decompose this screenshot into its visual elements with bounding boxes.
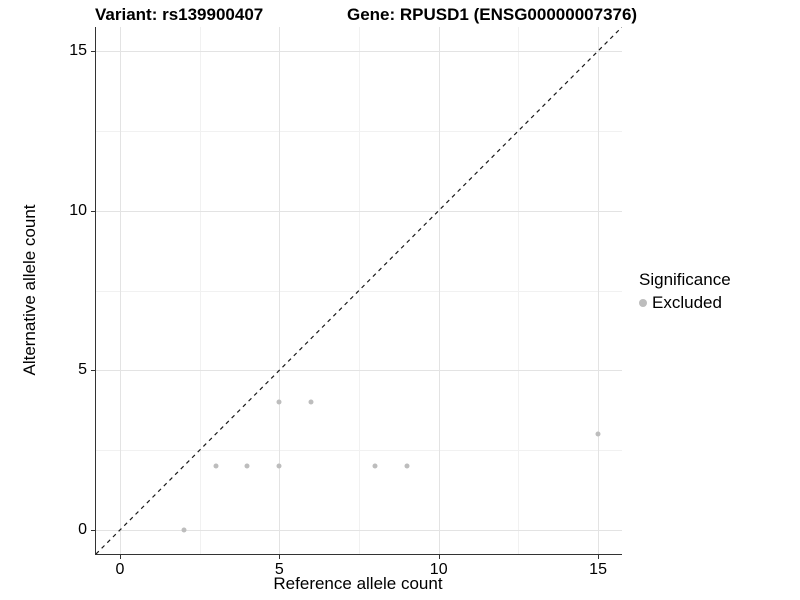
data-point [244,463,250,469]
x-tick-label: 0 [115,561,125,578]
data-point [213,463,219,469]
excluded-marker-icon [639,299,647,307]
data-point [276,463,282,469]
gridline-minor-horizontal [96,130,622,132]
gridline-major-horizontal [96,50,622,52]
data-point [404,463,410,469]
gridline-major-horizontal [96,210,622,212]
data-point [276,399,282,405]
data-point [308,399,314,405]
x-axis-title: Reference allele count [273,574,443,593]
x-tick-mark [438,554,440,559]
x-tick-label: 5 [274,561,284,578]
y-tick-mark [91,370,96,372]
y-tick-mark [91,50,96,52]
data-point [595,431,601,437]
variant-title: Variant: rs139900407 [95,5,264,24]
x-tick-mark [119,554,121,559]
gridline-major-vertical [598,27,600,554]
gridline-major-horizontal [96,530,622,532]
y-tick-label: 10 [69,201,87,219]
y-tick-label: 0 [78,521,87,539]
legend-title: Significance [639,270,731,289]
gene-title: Gene: RPUSD1 (ENSG00000007376) [347,5,638,24]
x-tick-mark [279,554,281,559]
x-tick-label: 15 [589,561,607,578]
gridline-major-horizontal [96,370,622,372]
x-tick-mark [598,554,600,559]
data-point [181,527,187,533]
y-axis-title: Alternative allele count [20,204,39,376]
identity-line [96,27,622,554]
y-tick-label: 5 [78,361,87,379]
legend-item-label: Excluded [652,293,722,312]
y-tick-mark [91,210,96,212]
legend: Significance Excluded [639,270,731,313]
plot-panel: 0 5 10 15 0 5 10 15 [69,27,622,578]
legend-item-excluded: Excluded [639,293,731,313]
gridline-major-vertical [438,27,440,554]
y-tick-label: 15 [69,41,87,59]
gridline-major-vertical [279,27,281,554]
data-point [372,463,378,469]
gridline-major-vertical [119,27,121,554]
x-tick-label: 10 [429,561,448,578]
y-tick-mark [91,530,96,532]
gridline-minor-horizontal [96,450,622,452]
